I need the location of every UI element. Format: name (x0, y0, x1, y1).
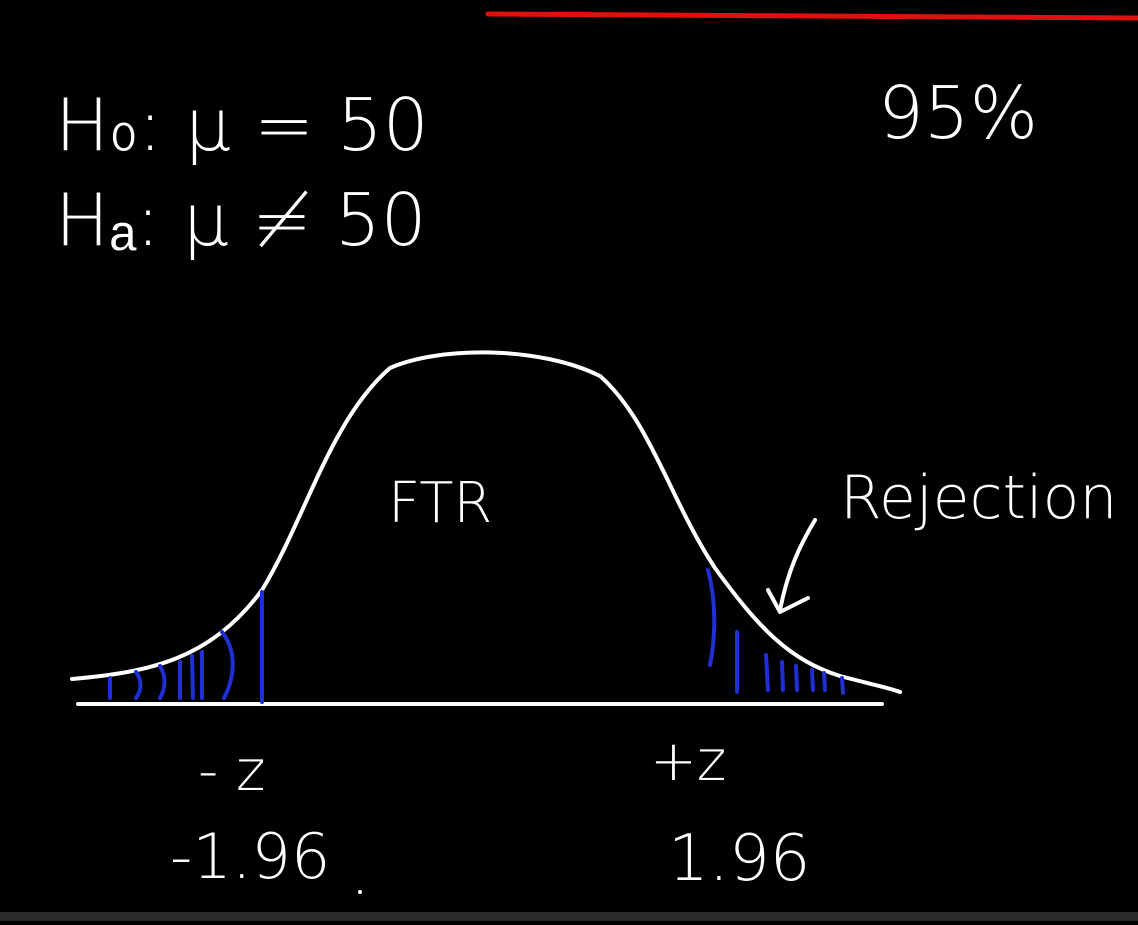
null-hypothesis: H₀: μ = 50 (55, 83, 429, 167)
rejection-label: Rejection (840, 463, 1117, 533)
stray-dot (358, 890, 362, 894)
right-critical-value: 1.96 (668, 822, 811, 896)
alternative-hypothesis: Hₐ: μ ≠ 50 (55, 178, 427, 262)
bottom-bar (0, 912, 1138, 921)
bell-curve (70, 350, 902, 694)
red-accent-line (485, 11, 1138, 21)
right-critical-symbol: +z (650, 729, 726, 794)
ftr-label: FTR (388, 471, 492, 536)
left-rejection-shading (108, 590, 264, 704)
left-critical-symbol: - z (198, 739, 265, 804)
left-critical-value: -1.96 (170, 820, 330, 893)
rejection-arrow (766, 518, 817, 614)
right-rejection-shading (706, 568, 845, 695)
confidence-level: 95% (878, 71, 1038, 155)
